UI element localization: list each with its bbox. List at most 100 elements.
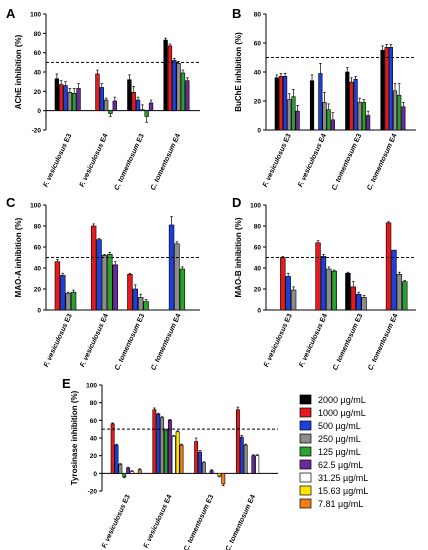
bar <box>167 45 173 111</box>
y-tick-label: 60 <box>90 418 98 425</box>
bar <box>318 73 323 131</box>
y-tick-label: 100 <box>250 203 261 210</box>
bar <box>72 92 77 111</box>
legend-label: 31.25 µg/mL <box>318 473 368 483</box>
y-tick-label: 40 <box>90 436 98 443</box>
y-tick-label: 0 <box>257 128 261 135</box>
bar <box>239 436 244 474</box>
bar <box>65 292 71 311</box>
bar <box>235 409 240 474</box>
panel-label: B <box>232 6 241 21</box>
bar <box>385 222 392 311</box>
y-tick-label: 80 <box>34 224 42 231</box>
bar <box>103 99 109 111</box>
bar <box>194 441 199 474</box>
legend-label: 250 µg/mL <box>318 434 361 444</box>
bar <box>397 94 402 131</box>
bar <box>180 72 186 111</box>
y-axis-label: AChE inhibition (%) <box>14 34 23 109</box>
legend-swatch <box>299 407 312 418</box>
bar <box>112 100 117 111</box>
bar <box>392 90 398 131</box>
legend-swatch <box>299 433 312 444</box>
bar <box>366 115 371 131</box>
y-tick-label: -20 <box>32 128 42 135</box>
bar <box>152 409 157 474</box>
bar <box>326 109 331 131</box>
bar <box>402 281 408 311</box>
bar <box>280 257 286 311</box>
bar <box>345 272 351 311</box>
bar <box>63 85 68 111</box>
bar <box>90 225 97 311</box>
bar <box>60 275 66 311</box>
bar <box>179 444 184 474</box>
legend-label: 500 µg/mL <box>318 421 361 431</box>
bar <box>243 444 248 474</box>
bar <box>54 261 61 311</box>
bar <box>251 455 256 474</box>
panel-label: E <box>62 376 71 391</box>
bar <box>349 81 354 131</box>
legend-label: 1000 µg/mL <box>318 408 366 418</box>
y-tick-label: 20 <box>254 99 262 106</box>
bar <box>127 273 133 311</box>
bar <box>326 268 332 311</box>
bar <box>164 429 168 474</box>
y-tick-label: 20 <box>90 453 98 460</box>
bar <box>118 464 123 474</box>
bar <box>287 99 292 131</box>
bar <box>171 435 176 474</box>
bar <box>135 99 141 111</box>
legend: 2000 µg/mL 1000 µg/mL 500 µg/mL 250 µg/mL 12… <box>299 394 368 509</box>
bar <box>401 106 406 131</box>
y-tick-label: 40 <box>254 266 262 273</box>
y-tick-label: 40 <box>34 70 42 77</box>
bar <box>67 92 73 111</box>
y-tick-label: 100 <box>30 12 41 19</box>
legend-label: 7.81 µg/mL <box>318 499 363 509</box>
bar <box>198 451 202 474</box>
bar <box>140 109 145 111</box>
y-tick-label: 80 <box>254 224 262 231</box>
y-tick-label: 20 <box>254 287 262 294</box>
bar <box>396 273 403 311</box>
panel-label: C <box>6 195 16 210</box>
legend-swatch <box>299 498 312 509</box>
legend-swatch <box>299 446 312 457</box>
y-axis-label: MAO-B inhibition (%) <box>234 217 243 297</box>
bar <box>160 417 165 474</box>
bar <box>309 80 315 131</box>
bar <box>175 431 180 474</box>
bar <box>143 301 149 311</box>
bar <box>101 255 108 311</box>
bar <box>283 76 288 131</box>
y-axis-label: BuChE inhibition (%) <box>234 32 243 112</box>
bar <box>99 87 104 111</box>
bar <box>320 256 327 311</box>
bar <box>221 473 226 485</box>
legend-label: 125 µg/mL <box>318 447 361 457</box>
y-tick-label: 0 <box>37 108 41 115</box>
y-axis-label: Tyrosinase inhibition (%) <box>70 390 79 485</box>
bar <box>172 60 177 111</box>
bar <box>110 423 115 474</box>
y-tick-label: 60 <box>254 245 262 252</box>
bar <box>156 413 161 474</box>
y-tick-label: 80 <box>34 31 42 38</box>
bar <box>345 71 350 131</box>
legend-label: 15.63 µg/mL <box>318 486 368 496</box>
bar <box>185 80 190 111</box>
bar <box>255 455 260 474</box>
bar <box>131 92 136 111</box>
legend-swatch <box>299 420 312 431</box>
y-tick-label: -20 <box>88 489 98 496</box>
legend-label: 62.5 µg/mL <box>318 460 363 470</box>
y-tick-label: 100 <box>86 383 97 390</box>
bar <box>357 102 362 131</box>
bar <box>122 473 127 478</box>
legend-swatch <box>299 472 312 483</box>
bar <box>388 47 393 131</box>
bar <box>168 224 175 311</box>
bar <box>322 102 327 131</box>
